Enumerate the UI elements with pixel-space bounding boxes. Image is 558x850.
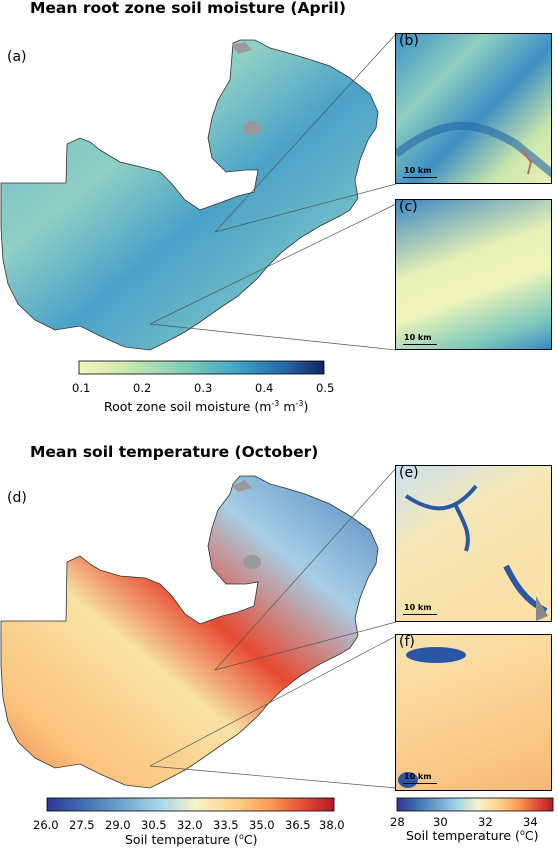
- soil-temperature-map: [0, 467, 397, 789]
- inset-tick-3: 34: [523, 815, 538, 829]
- scalebar-c-label: 10 km: [404, 333, 432, 342]
- scalebar-e: [403, 614, 437, 615]
- inset-c-map: [395, 199, 552, 350]
- st-tick-2: 29.0: [105, 818, 131, 832]
- scalebar-c: [403, 344, 437, 345]
- lake-mweru: [243, 121, 261, 135]
- st-tick-8: 38.0: [319, 818, 345, 832]
- st-tick-3: 30.5: [141, 818, 167, 832]
- scalebar-f: [403, 783, 437, 784]
- sm-tick-0: 0.1: [72, 381, 91, 395]
- st-tick-6: 35.0: [249, 818, 275, 832]
- soil-moisture-colorbar: [78, 360, 325, 375]
- panel-b-label: (b): [399, 33, 419, 49]
- bottom-panel-title: Mean soil temperature (October): [30, 443, 319, 461]
- panel-e-label: (e): [399, 465, 419, 481]
- panel-c-label: (c): [399, 199, 418, 215]
- sm-colorbar-label: Root zone soil moisture (m-3 m-3): [104, 399, 309, 415]
- sm-tick-4: 0.5: [316, 381, 335, 395]
- sm-tick-2: 0.3: [194, 381, 213, 395]
- panel-f-label: (f): [399, 634, 415, 650]
- lake-tanganyika-2: [232, 480, 252, 492]
- st-tick-1: 27.5: [69, 818, 95, 832]
- inset-f-map: [395, 634, 552, 791]
- inset-temperature-colorbar: [396, 797, 554, 812]
- sm-tick-3: 0.4: [255, 381, 274, 395]
- zambia-outline-moisture: [0, 39, 379, 351]
- st-tick-4: 32.0: [177, 818, 203, 832]
- soil-temperature-colorbar: [46, 797, 335, 812]
- panel-d-label: (d): [7, 490, 27, 506]
- st-tick-7: 36.5: [285, 818, 311, 832]
- scalebar-b: [403, 177, 437, 178]
- zambia-outline-temperature: [0, 475, 379, 789]
- scalebar-f-label: 10 km: [404, 772, 432, 781]
- lake-mweru-2: [243, 555, 261, 569]
- st-colorbar-label: Soil temperature (oC): [125, 832, 258, 848]
- inset-b-map: [395, 33, 552, 184]
- inset-tick-2: 32: [478, 815, 493, 829]
- soil-moisture-map: [0, 33, 397, 351]
- st-tick-0: 26.0: [33, 818, 59, 832]
- panel-a-label: (a): [7, 49, 27, 65]
- st-tick-5: 33.5: [213, 818, 239, 832]
- scalebar-b-label: 10 km: [404, 166, 432, 175]
- inset-colorbar-label: Soil temperature (oC): [406, 828, 539, 844]
- inset-tick-1: 30: [433, 815, 448, 829]
- inset-tick-0: 28: [390, 815, 405, 829]
- scalebar-e-label: 10 km: [404, 603, 432, 612]
- lake-tanganyika: [232, 42, 252, 54]
- top-panel-title: Mean root zone soil moisture (April): [30, 0, 346, 17]
- inset-e-map: [395, 465, 552, 622]
- sm-tick-1: 0.2: [133, 381, 152, 395]
